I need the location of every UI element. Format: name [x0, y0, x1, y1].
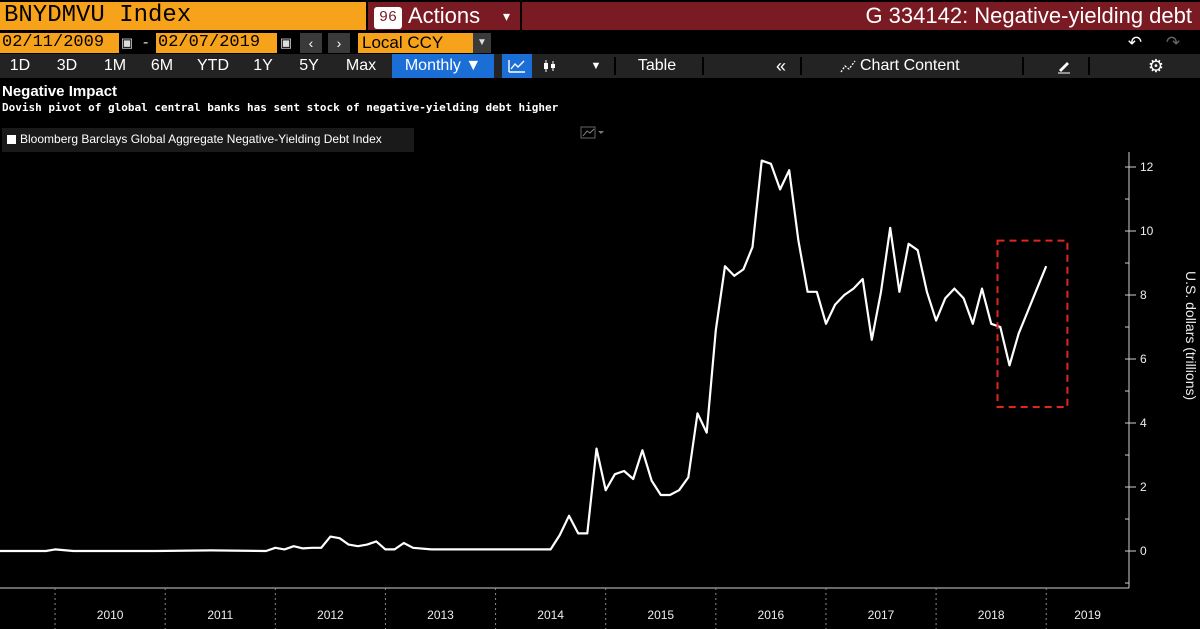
- legend: Bloomberg Barclays Global Aggregate Nega…: [2, 128, 414, 152]
- currency-select[interactable]: Local CCY: [358, 33, 473, 53]
- x-tick-label: 2017: [868, 608, 895, 622]
- table-button[interactable]: Table: [637, 57, 677, 74]
- x-tick-label: 2019: [1074, 608, 1101, 622]
- x-tick-label: 2012: [317, 608, 344, 622]
- actions-number-badge: 96: [374, 7, 402, 29]
- toolbar-divider: [1088, 57, 1090, 75]
- frequency-select[interactable]: Monthly ▼: [392, 54, 494, 78]
- previous-period-button[interactable]: ‹: [300, 33, 322, 53]
- chevron-down-icon: ▾: [502, 8, 510, 24]
- redo-icon[interactable]: ↷: [1165, 33, 1181, 52]
- y-axis: 0 2 4 6 8 10 12: [1125, 152, 1154, 588]
- legend-swatch: [7, 135, 16, 144]
- toolbar-divider: [1022, 57, 1024, 75]
- start-date-input[interactable]: 02/11/2009: [0, 33, 119, 53]
- chart-toolbar: 1D 3D 1M 6M YTD 1Y 5Y Max Monthly ▼ ▼ Ta…: [0, 54, 1200, 78]
- period-ytd-button[interactable]: YTD: [197, 57, 229, 74]
- collapse-panel-icon[interactable]: «: [775, 56, 786, 76]
- end-date-input[interactable]: 02/07/2019: [156, 33, 277, 53]
- next-period-button[interactable]: ›: [328, 33, 350, 53]
- toolbar-divider: [614, 57, 616, 75]
- period-max-button[interactable]: Max: [345, 57, 377, 74]
- line-chart-icon[interactable]: [502, 54, 532, 78]
- chart-subtitle: Dovish pivot of global central banks has…: [2, 101, 559, 114]
- y-axis-label: U.S. dollars (trillions): [1183, 227, 1199, 445]
- date-range-row: 02/11/2009 ▣ - 02/07/2019 ▣ ‹ › Local CC…: [0, 33, 1200, 55]
- window-title: G 334142: Negative-yielding debt: [522, 2, 1200, 30]
- chart-options-icon[interactable]: [580, 126, 608, 140]
- chart-title: Negative Impact: [2, 83, 118, 100]
- series-line: [0, 159, 1048, 553]
- chart-content-button[interactable]: Chart Content: [860, 57, 960, 74]
- title-row: BNYDMVU Index 96 Actions ▾ G 334142: Nega…: [0, 0, 1200, 32]
- period-3d-button[interactable]: 3D: [56, 57, 78, 74]
- x-tick-label: 2013: [427, 608, 454, 622]
- y-tick-label: 0: [1140, 544, 1147, 558]
- date-separator: -: [143, 34, 149, 51]
- y-axis-label-text: U.S. dollars (trillions): [1183, 271, 1199, 401]
- calendar-icon[interactable]: ▣: [120, 35, 134, 50]
- period-1m-button[interactable]: 1M: [103, 57, 127, 74]
- period-1y-button[interactable]: 1Y: [253, 57, 273, 74]
- actions-menu[interactable]: 96 Actions ▾: [368, 2, 520, 30]
- legend-label: Bloomberg Barclays Global Aggregate Nega…: [20, 132, 382, 146]
- period-6m-button[interactable]: 6M: [150, 57, 174, 74]
- candlestick-icon[interactable]: [538, 54, 562, 78]
- x-tick-label: 2014: [537, 608, 564, 622]
- line-chart: 2010 2011 2012 2013 2014 2015 2016 2017 2018 2019…: [0, 152, 1154, 629]
- annotate-pencil-icon[interactable]: [1052, 54, 1076, 78]
- calendar-icon[interactable]: ▣: [279, 35, 293, 50]
- x-axis: 2010 2011 2012 2013 2014 2015 2016 2017 2018 2019: [0, 587, 1129, 629]
- x-tick-label: 2015: [647, 608, 674, 622]
- y-tick-label: 2: [1140, 480, 1147, 494]
- undo-icon[interactable]: ↶: [1127, 33, 1143, 52]
- highlight-box: [996, 239, 1069, 408]
- y-tick-label: 6: [1140, 352, 1147, 366]
- x-tick-label: 2016: [758, 608, 785, 622]
- toolbar-divider: [702, 57, 704, 75]
- chart-type-dropdown-icon[interactable]: ▼: [590, 60, 602, 72]
- x-tick-label: 2011: [207, 608, 233, 622]
- chart-content-icon: [836, 54, 860, 78]
- period-5y-button[interactable]: 5Y: [299, 57, 319, 74]
- toolbar-divider: [800, 57, 802, 75]
- x-tick-label: 2010: [97, 608, 124, 622]
- actions-label: Actions: [408, 3, 481, 28]
- y-tick-label: 12: [1140, 160, 1154, 174]
- chevron-down-icon[interactable]: ▼: [473, 33, 491, 53]
- gear-icon[interactable]: ⚙: [1147, 56, 1165, 76]
- period-1d-button[interactable]: 1D: [9, 57, 31, 74]
- x-tick-label: 2018: [978, 608, 1005, 622]
- security-ticker-field[interactable]: BNYDMVU Index: [0, 2, 366, 30]
- y-tick-label: 4: [1140, 416, 1147, 430]
- y-tick-label: 10: [1140, 224, 1154, 238]
- y-tick-label: 8: [1140, 288, 1147, 302]
